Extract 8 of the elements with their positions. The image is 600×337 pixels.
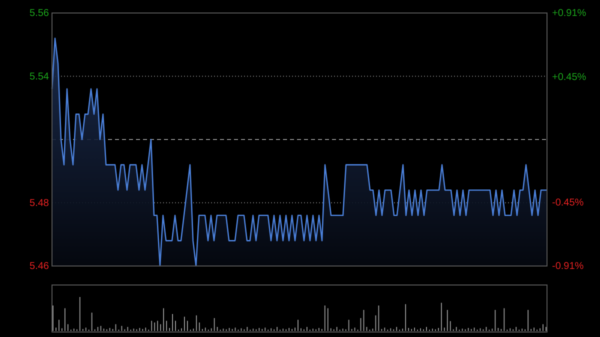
y-tick-label: 5.46 [30, 261, 50, 272]
y2-tick-label: -0.45% [552, 197, 584, 208]
y2-tick-label: +0.45% [552, 72, 586, 84]
y-tick-label: 5.56 [30, 8, 50, 20]
y-tick-label: 5.48 [30, 198, 50, 209]
y2-tick-label: -0.91% [552, 261, 584, 272]
y-tick-label: 5.54 [30, 71, 50, 82]
y2-tick-label: +0.91% [552, 8, 586, 20]
